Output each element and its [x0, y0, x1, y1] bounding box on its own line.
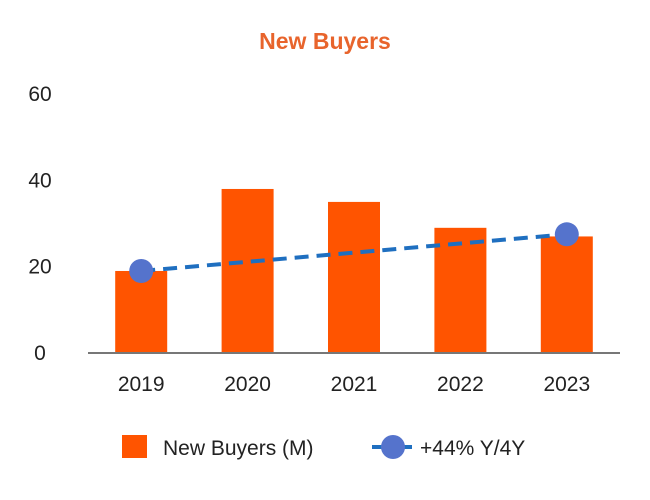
trend-point-2019	[129, 258, 154, 283]
trend-point-2023	[554, 222, 579, 247]
bar-2023	[540, 236, 593, 353]
x-tick-label: 2020	[224, 373, 271, 396]
x-axis-ticks: 2019 2020 2021 2022 2023	[118, 373, 590, 396]
x-tick-label: 2023	[543, 373, 590, 396]
bar-2022	[434, 227, 487, 353]
legend-bar-swatch	[122, 435, 147, 458]
trend-line	[141, 232, 567, 273]
bar-2019	[115, 270, 168, 353]
chart-title: New Buyers	[259, 28, 391, 54]
y-tick-label: 0	[34, 342, 46, 365]
legend-trend-label: +44% Y/4Y	[420, 437, 525, 460]
y-axis-ticks: 0 20 40 60	[28, 83, 51, 365]
trend-line-group	[129, 222, 579, 283]
legend: New Buyers (M) +44% Y/4Y	[122, 435, 525, 460]
y-tick-label: 40	[28, 169, 51, 192]
y-tick-label: 20	[28, 256, 51, 279]
y-tick-label: 60	[28, 83, 51, 106]
bar-2021	[328, 201, 380, 353]
x-tick-label: 2021	[331, 373, 378, 396]
x-tick-label: 2019	[118, 373, 165, 396]
bar-2020	[221, 188, 274, 353]
legend-bar-label: New Buyers (M)	[163, 437, 314, 460]
bars	[115, 188, 593, 353]
x-tick-label: 2022	[437, 373, 484, 396]
legend-trend-marker-swatch	[381, 435, 405, 459]
